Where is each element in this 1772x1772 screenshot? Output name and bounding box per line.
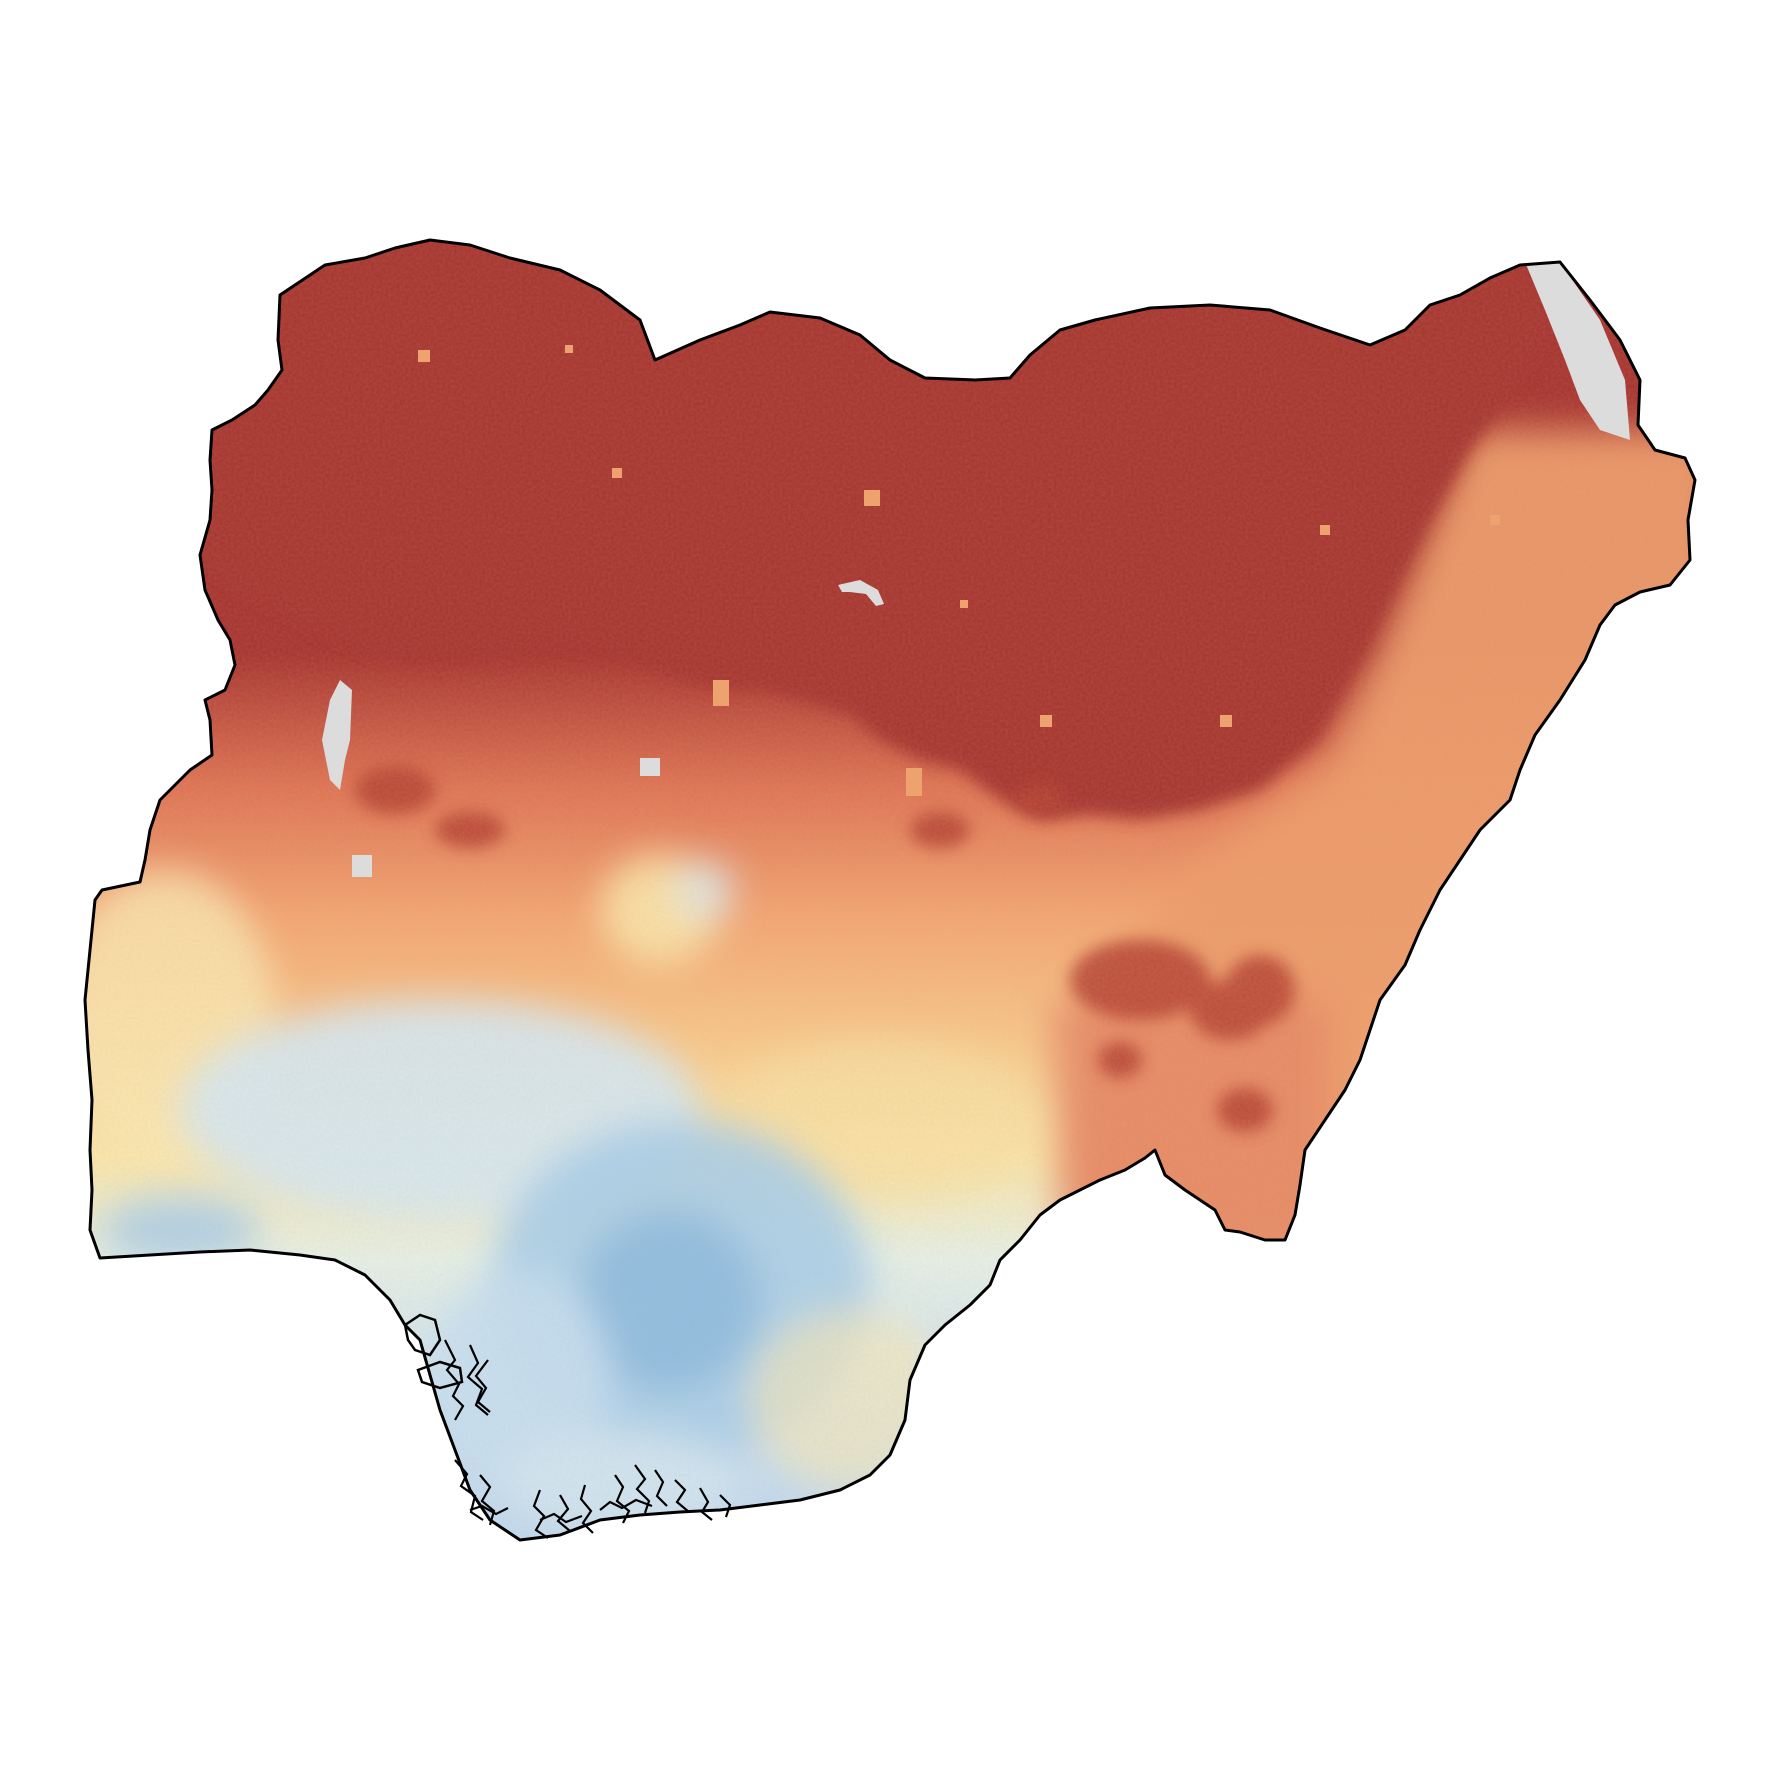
lagoon-outline [403, 1313, 464, 1390]
delta-creeks [444, 1339, 732, 1539]
no-data-areas [322, 262, 1630, 877]
raster-layer [85, 240, 1695, 1540]
